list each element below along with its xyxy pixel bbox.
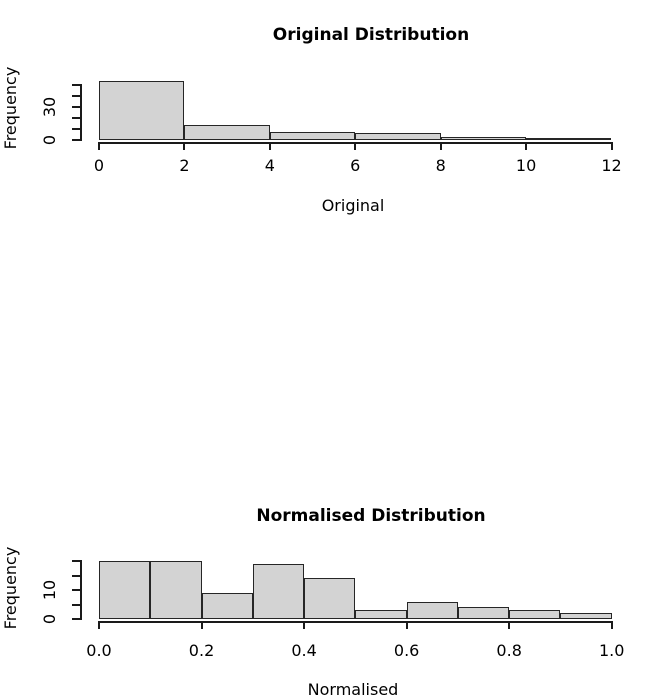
x-tick-label: 1.0 xyxy=(598,641,625,660)
x-axis-tick xyxy=(525,142,528,150)
x-tick-label: 0.0 xyxy=(86,641,112,660)
histogram-bar xyxy=(440,136,527,140)
x-tick-label: 12 xyxy=(601,156,622,175)
histogram-bar xyxy=(269,132,356,140)
y-tick-label: 30 xyxy=(40,96,59,118)
y-axis-label: Frequency xyxy=(1,66,20,150)
x-tick-label: 2 xyxy=(179,156,190,175)
y-axis-label: Frequency xyxy=(1,546,20,630)
plot-title: Normalised Distribution xyxy=(256,506,486,526)
histogram-bar xyxy=(150,561,202,619)
histogram-bar xyxy=(560,613,612,619)
y-axis-tick xyxy=(72,117,81,119)
histogram-normalised-plot: Normalised Distribution Frequency Normal… xyxy=(0,240,672,698)
x-axis-tick xyxy=(354,142,357,150)
histogram-bar xyxy=(355,133,441,140)
x-tick-label: 6 xyxy=(350,156,361,175)
histogram-bar xyxy=(355,610,407,619)
y-axis-tick xyxy=(72,95,81,97)
x-axis-tick xyxy=(610,142,613,150)
histogram-bar xyxy=(184,124,270,140)
y-axis-tick xyxy=(72,560,81,562)
y-tick-label: 10 xyxy=(40,579,59,601)
histogram-bar xyxy=(526,137,612,140)
x-axis-tick xyxy=(200,621,203,629)
histogram-bar xyxy=(509,610,561,619)
x-tick-label: 0.6 xyxy=(393,641,420,660)
histogram-bar xyxy=(406,601,458,619)
histogram-bar xyxy=(99,80,185,140)
x-tick-label: 0.4 xyxy=(291,641,317,660)
plot-title: Original Distribution xyxy=(272,25,470,45)
y-axis-tick xyxy=(72,603,81,606)
y-axis-tick xyxy=(72,139,81,141)
y-tick-label: 0 xyxy=(40,613,59,625)
x-tick-label: 4 xyxy=(264,156,275,175)
x-axis-label: Original xyxy=(321,196,385,215)
x-axis-line xyxy=(98,621,613,623)
histogram-bar xyxy=(457,607,510,619)
x-tick-label: 0 xyxy=(93,156,105,175)
x-axis-tick xyxy=(98,142,100,150)
histogram-bar xyxy=(99,561,151,619)
y-axis-tick xyxy=(72,589,81,591)
y-axis-tick xyxy=(72,128,81,130)
x-tick-label: 10 xyxy=(515,156,537,175)
histogram-original-plot: Original Distribution Frequency Original… xyxy=(0,0,672,240)
y-axis-tick xyxy=(72,106,81,108)
x-axis-tick xyxy=(303,621,306,629)
x-axis-label: Normalised xyxy=(307,680,399,699)
x-axis-tick xyxy=(439,142,442,150)
y-tick-label: 0 xyxy=(40,134,59,146)
y-axis-tick xyxy=(72,84,81,86)
x-axis-tick xyxy=(183,142,186,150)
x-axis-tick xyxy=(508,621,511,629)
histogram-bar xyxy=(304,578,356,619)
x-axis-tick xyxy=(98,621,100,629)
x-tick-label: 0.8 xyxy=(496,641,522,660)
histogram-bar xyxy=(201,592,253,619)
y-axis-line xyxy=(80,84,82,141)
x-tick-label: 0.2 xyxy=(188,641,215,660)
y-axis-tick xyxy=(72,574,81,577)
histogram-bar xyxy=(252,563,305,619)
x-tick-label: 8 xyxy=(435,156,446,175)
y-axis-tick xyxy=(72,618,81,620)
x-axis-tick xyxy=(610,621,613,629)
x-axis-tick xyxy=(268,142,271,150)
x-axis-tick xyxy=(405,621,408,629)
